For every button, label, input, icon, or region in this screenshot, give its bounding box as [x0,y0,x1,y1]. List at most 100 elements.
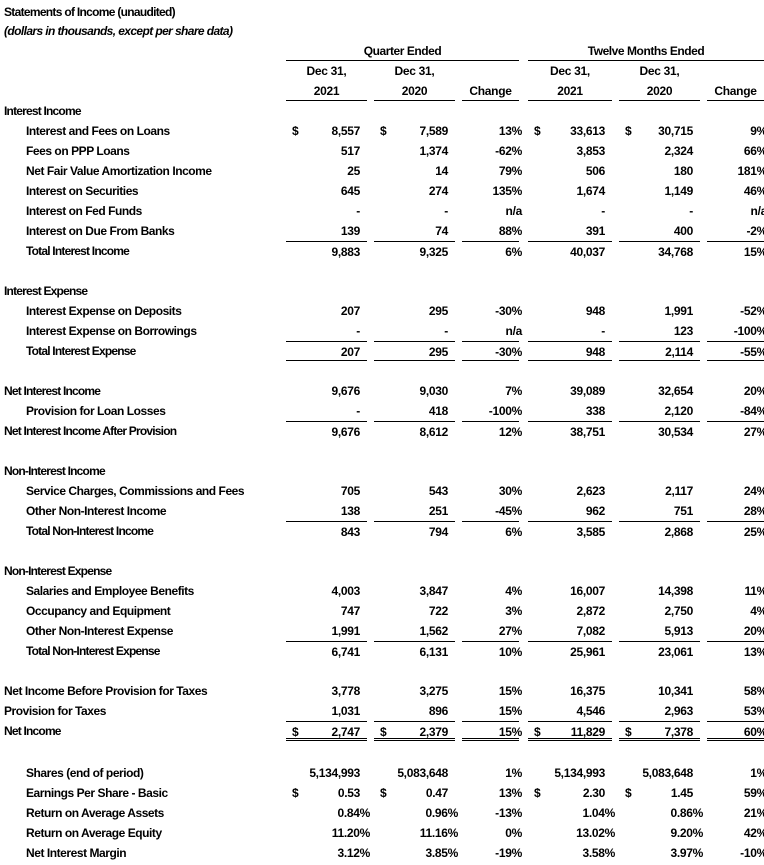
header-twelve-months-ended: Twelve Months Ended [528,41,764,61]
value: 9,325 [419,245,448,259]
dollar-sign: $ [380,124,387,138]
value-cell: 1,562 [374,621,455,641]
header-quarter-ended: Quarter Ended [286,41,519,61]
value: 7% [505,384,522,398]
value: 74 [435,224,448,238]
value-cell: -100% [462,401,523,421]
dollar-sign: $ [292,786,299,800]
value: 6% [505,245,522,259]
header-row: 2021 2020 Change 2021 2020 Change [0,81,764,101]
value-cell: 38,751 [528,421,612,441]
value: 25,961 [570,645,605,659]
value-cell: 10% [462,641,522,661]
value-cell: 9,883 [286,241,367,261]
value-cell: 6% [462,521,522,541]
dollar-sign: $ [292,725,299,739]
value-cell: 843 [286,521,367,541]
table-row: Interest Expense on Borrowings - - n/a - 123 -… [0,321,764,341]
value: -30% [495,345,522,359]
value: 843 [340,525,360,539]
value-cell: $0.53 [286,783,367,803]
header-row: Dec 31, Dec 31, Dec 31, Dec 31, [0,61,764,81]
value-cell: - [619,201,700,221]
value: 9% [750,124,764,138]
value-cell: -13% [462,803,522,823]
table-row: Return on Average Equity 11.20% 11.16% 0% 13… [0,823,764,843]
value: 135% [492,184,523,198]
row-label: Occupancy and Equipment [26,604,171,618]
value-cell: 21% [707,803,764,823]
row-label: Interest Expense on Borrowings [26,324,197,338]
value-cell: 295 [374,301,455,321]
value: 8,557 [331,124,360,138]
row-label: Interest on Fed Funds [26,204,142,218]
value-cell: 2,114 [619,341,700,361]
value-cell: 88% [462,221,522,241]
value-cell: $8,557 [286,121,367,141]
value-cell: -55% [707,341,764,361]
value-cell: -45% [462,501,522,521]
value: 2,750 [664,604,693,618]
value-cell: 46% [707,181,764,201]
value-cell: $7,378 [619,721,700,741]
value: 181% [737,164,764,178]
value: 0.84% [337,806,370,820]
table-row: Non-Interest Expense [0,561,764,581]
value-cell: 2,868 [619,521,700,541]
value: 751 [673,504,693,518]
value: 30% [498,484,522,498]
value: 2,963 [664,704,693,718]
dollar-sign: $ [625,124,632,138]
value: 948 [585,304,605,318]
value-cell: 30% [462,481,522,501]
value: 2,623 [576,484,605,498]
value: 2,747 [331,725,360,739]
table-row: Total Interest Expense 207 295 -30% 948 2,114… [0,341,764,361]
value: 1,374 [419,144,448,158]
row-label: Non-Interest Income [4,464,106,478]
value: - [689,204,693,218]
value: 13% [743,645,764,659]
value-cell: - [286,401,367,421]
value-cell: 16,375 [528,681,612,701]
value: 794 [428,525,448,539]
value: 1,031 [331,704,360,718]
value-cell: 15% [707,241,764,261]
row-label: Interest on Securities [26,184,139,198]
value: 32,654 [658,384,693,398]
value-cell: 181% [707,161,764,181]
value: 274 [428,184,448,198]
value: n/a [750,204,764,218]
value: 123 [673,324,693,338]
value-cell: 338 [528,401,612,421]
value-cell: 180 [619,161,700,181]
value-cell: 5,134,993 [286,763,367,783]
value: 1.45 [670,786,693,800]
value: 16,007 [570,584,605,598]
row-label: Provision for Taxes [4,704,106,718]
value: 705 [340,484,360,498]
value-cell: 2,623 [528,481,612,501]
value: 3,847 [419,584,448,598]
value-cell: 11.16% [374,823,459,843]
value-cell: 722 [374,601,455,621]
value-cell: -52% [707,301,764,321]
value-cell: 1,674 [528,181,612,201]
table-row: Provision for Taxes 1,031 896 15% 4,546 2,963… [0,701,764,721]
value: 139 [340,224,360,238]
value: 1,149 [664,184,693,198]
value-cell: 8,612 [374,421,455,441]
value: 88% [498,224,522,238]
column-header: Change [707,81,764,101]
value: 251 [428,504,448,518]
value-cell: 3.97% [619,843,703,863]
value: 1.04% [582,806,615,820]
value: 21% [743,806,764,820]
statement-title: Statements of Income (unaudited) [4,5,176,19]
value: 722 [428,604,448,618]
statement-subtitle: (dollars in thousands, except per share … [4,24,233,38]
value: 79% [498,164,522,178]
value: 5,083,648 [642,766,693,780]
value: 10,341 [658,684,693,698]
value: -2% [746,224,764,238]
